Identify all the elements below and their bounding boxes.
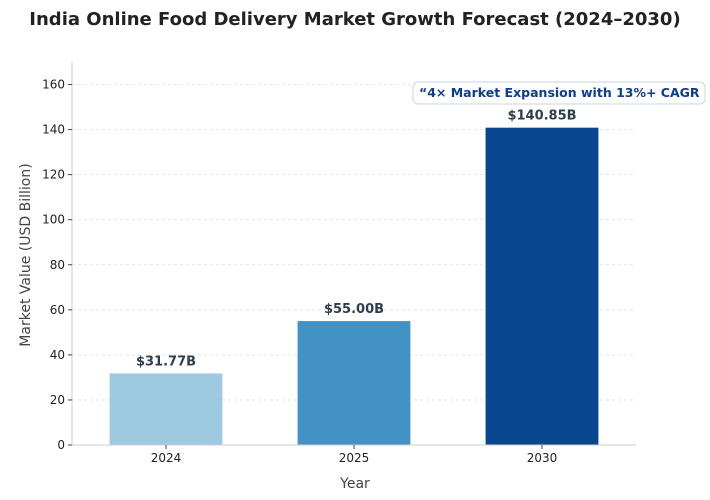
y-ticks-group: 0 20 40 60 80 100 120 140 160 xyxy=(42,78,72,452)
y-tick-label: 0 xyxy=(57,438,65,452)
bars-group xyxy=(109,127,599,446)
annotation-text: “4× Market Expansion with 13%+ CAGR xyxy=(419,85,700,100)
annotation-box: “4× Market Expansion with 13%+ CAGR xyxy=(412,81,706,105)
y-tick-label: 120 xyxy=(42,168,65,182)
x-axis-label: Year xyxy=(339,476,370,492)
y-tick-label: 100 xyxy=(42,213,65,227)
x-tick-label-2024: 2024 xyxy=(151,451,182,465)
y-tick-label: 140 xyxy=(42,123,65,137)
x-tick-label-2030: 2030 xyxy=(527,451,558,465)
bar-2025 xyxy=(297,321,411,445)
bar-2030 xyxy=(485,127,599,446)
y-tick-label: 80 xyxy=(50,258,65,272)
y-tick-label: 40 xyxy=(50,348,65,362)
data-label-2025: $55.00B xyxy=(324,302,384,317)
x-tick-label-2025: 2025 xyxy=(339,451,370,465)
y-tick-label: 20 xyxy=(50,393,65,407)
chart-title: India Online Food Delivery Market Growth… xyxy=(29,9,680,30)
data-label-2024: $31.77B xyxy=(136,354,196,369)
data-label-2030: $140.85B xyxy=(507,109,576,124)
bar-2024 xyxy=(109,373,223,445)
data-labels-group: $31.77B $55.00B $140.85B xyxy=(136,109,577,370)
y-tick-label: 60 xyxy=(50,303,65,317)
y-axis-label: Market Value (USD Billion) xyxy=(18,163,34,346)
x-ticks-group: 2024 2025 2030 xyxy=(151,445,558,465)
y-tick-label: 160 xyxy=(42,78,65,92)
